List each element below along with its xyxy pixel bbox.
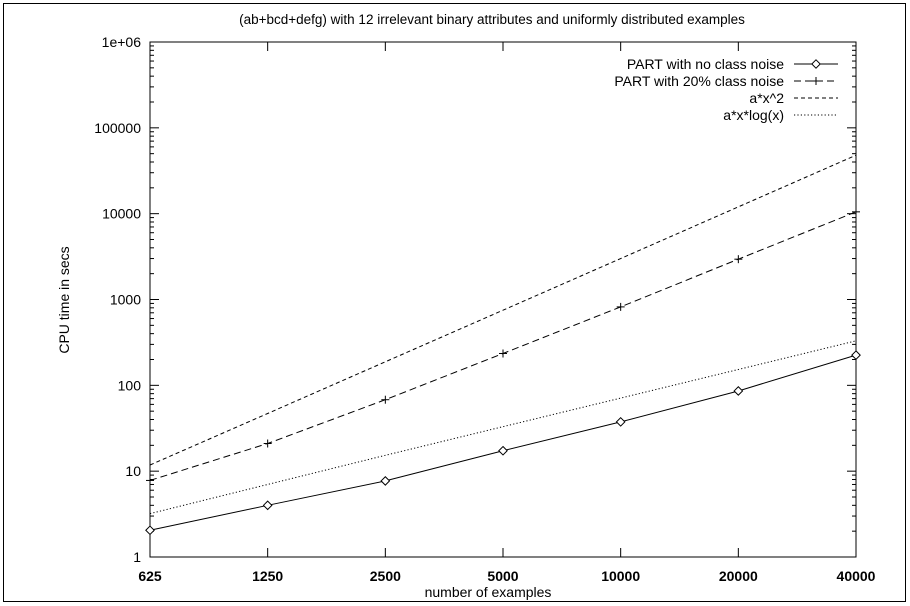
chart-title: (ab+bcd+defg) with 12 irrelevant binary … [239,12,745,27]
plus-marker [381,395,390,404]
y-tick-label: 1000 [110,292,141,308]
y-tick-label: 10000 [102,206,141,222]
y-axis-label: CPU time in secs [56,246,72,353]
legend-entry: a*x^2 [749,90,838,106]
x-tick-label: 20000 [719,568,758,584]
diamond-marker [851,350,861,361]
plus-marker [146,476,154,485]
legend-entry: PART with 20% class noise [614,73,838,89]
plus-marker [499,349,507,358]
series-layer [145,154,861,536]
plus-marker [263,439,272,448]
diamond-marker [262,500,273,511]
legend-entry: a*x*log(x) [723,107,838,123]
x-tick-label: 10000 [601,568,640,584]
series-4 [149,340,857,515]
diamond-marker [498,445,508,456]
y-axis: 1 10 100 1000 10000 100000 1e+06 [94,34,856,565]
series-line [149,340,857,515]
y-tick-label: 100000 [94,120,141,136]
diamond-marker [380,476,391,486]
x-axis: 625 1250 2500 5000 10000 20000 40000 [138,42,876,584]
plot-area: 1 10 100 1000 10000 100000 1e+06 625 1250 2500 50… [94,34,875,584]
x-tick-label: 40000 [837,568,876,584]
x-tick-label: 1250 [252,568,283,584]
figure-border [3,3,906,602]
plus-marker [812,77,820,85]
legend-label: a*x*log(x) [723,107,784,123]
diamond-marker [615,416,626,427]
series-3 [149,154,857,466]
y-tick-label: 100 [118,377,142,393]
plus-marker [616,302,625,311]
legend-label: PART with no class noise [627,56,784,72]
diamond-marker [811,59,821,69]
y-tick-label: 10 [125,463,141,479]
diamond-marker [733,386,744,396]
legend-label: PART with 20% class noise [614,73,784,89]
x-axis-label: number of examples [425,584,552,600]
y-tick-label: 1 [133,549,141,565]
plus-marker [852,207,860,216]
legend-entry: PART with no class noise [627,56,838,72]
series-1 [145,350,861,536]
y-tick-label: 1e+06 [102,34,142,50]
series-line [149,154,857,466]
diamond-marker [145,525,155,536]
plus-marker [734,255,743,264]
legend-label: a*x^2 [749,90,784,106]
x-tick-label: 2500 [370,568,401,584]
x-tick-label: 625 [138,568,162,584]
x-tick-label: 5000 [487,568,518,584]
series-2 [146,207,860,485]
